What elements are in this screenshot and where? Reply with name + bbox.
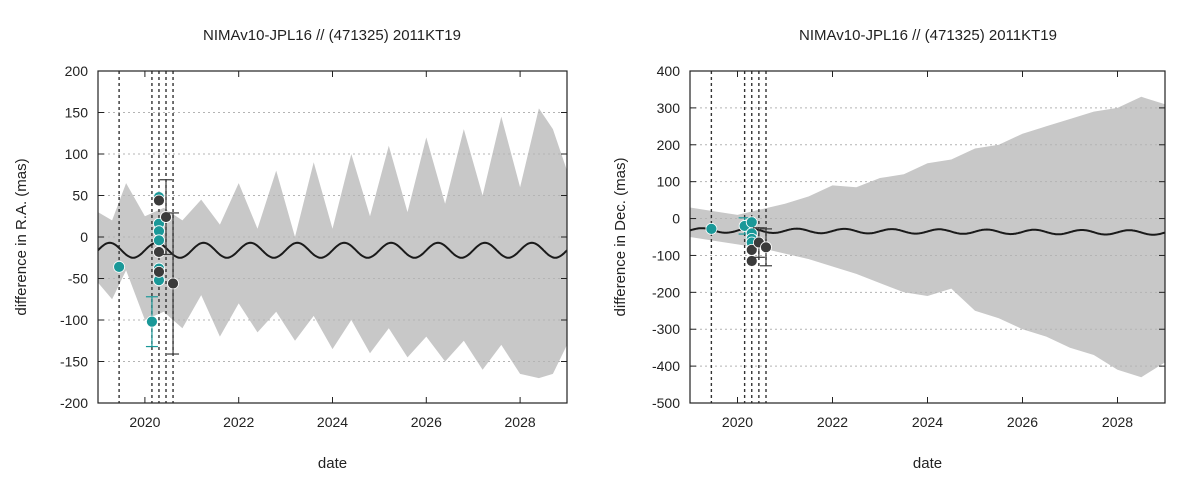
data-point bbox=[745, 255, 758, 267]
data-point bbox=[160, 211, 172, 223]
x-tick-label: 2024 bbox=[912, 414, 943, 430]
y-tick-label: 200 bbox=[65, 63, 89, 79]
y-tick-label: 400 bbox=[657, 63, 681, 79]
y-tick-label: 150 bbox=[65, 105, 89, 121]
plot-area bbox=[690, 71, 1165, 403]
uncertainty-band bbox=[690, 96, 1165, 378]
chart-title: NIMAv10-JPL16 // (471325) 2011KT19 bbox=[799, 27, 1057, 44]
y-tick-label: 0 bbox=[80, 229, 88, 245]
y-tick-label: -200 bbox=[652, 284, 680, 300]
y-tick-label: 100 bbox=[65, 146, 89, 162]
y-tick-label: -400 bbox=[652, 358, 680, 374]
y-tick-label: -150 bbox=[60, 354, 88, 370]
data-point bbox=[745, 216, 758, 229]
y-tick-label: -500 bbox=[652, 395, 680, 411]
plot-area bbox=[98, 71, 567, 403]
data-point bbox=[153, 234, 165, 247]
x-tick-label: 2028 bbox=[505, 414, 536, 430]
x-tick-label: 2020 bbox=[129, 414, 160, 430]
data-point bbox=[705, 222, 718, 235]
y-tick-label: 200 bbox=[657, 137, 681, 153]
data-point bbox=[146, 315, 158, 328]
x-tick-label: 2026 bbox=[1007, 414, 1038, 430]
model-line bbox=[690, 227, 1165, 236]
ra-chart-panel: NIMAv10-JPL16 // (471325) 2011KT19 -200 -1… bbox=[13, 27, 568, 472]
data-point bbox=[153, 265, 165, 278]
y-tick-label: -100 bbox=[60, 312, 88, 328]
y-tick-label: 100 bbox=[657, 174, 681, 190]
uncertainty-band bbox=[98, 108, 567, 379]
y-tick-label: -100 bbox=[652, 247, 680, 263]
y-tick-label: 50 bbox=[72, 188, 88, 204]
y-tick-label: -50 bbox=[68, 271, 88, 287]
model-line bbox=[98, 241, 567, 259]
data-point bbox=[153, 194, 165, 207]
data-point bbox=[760, 241, 772, 254]
x-axis-label: date bbox=[318, 455, 347, 472]
chart-title: NIMAv10-JPL16 // (471325) 2011KT19 bbox=[203, 27, 461, 44]
x-tick-label: 2028 bbox=[1102, 414, 1133, 430]
x-tick-label: 2022 bbox=[817, 414, 848, 430]
y-tick-label: 300 bbox=[657, 100, 681, 116]
x-tick-label: 2026 bbox=[411, 414, 442, 430]
data-point bbox=[167, 277, 179, 290]
x-tick-label: 2020 bbox=[722, 414, 753, 430]
y-tick-label: -200 bbox=[60, 395, 88, 411]
y-tick-label: 0 bbox=[672, 211, 680, 227]
y-tick-label: -300 bbox=[652, 321, 680, 337]
x-tick-label: 2022 bbox=[223, 414, 254, 430]
x-tick-label: 2024 bbox=[317, 414, 348, 430]
y-axis-label: difference in R.A. (mas) bbox=[13, 158, 30, 315]
y-axis-label: difference in Dec. (mas) bbox=[612, 158, 629, 317]
x-axis-label: date bbox=[913, 455, 942, 472]
data-point bbox=[153, 246, 165, 258]
data-point bbox=[113, 260, 126, 273]
dec-chart-panel: NIMAv10-JPL16 // (471325) 2011KT19 -500 -4… bbox=[612, 27, 1166, 472]
